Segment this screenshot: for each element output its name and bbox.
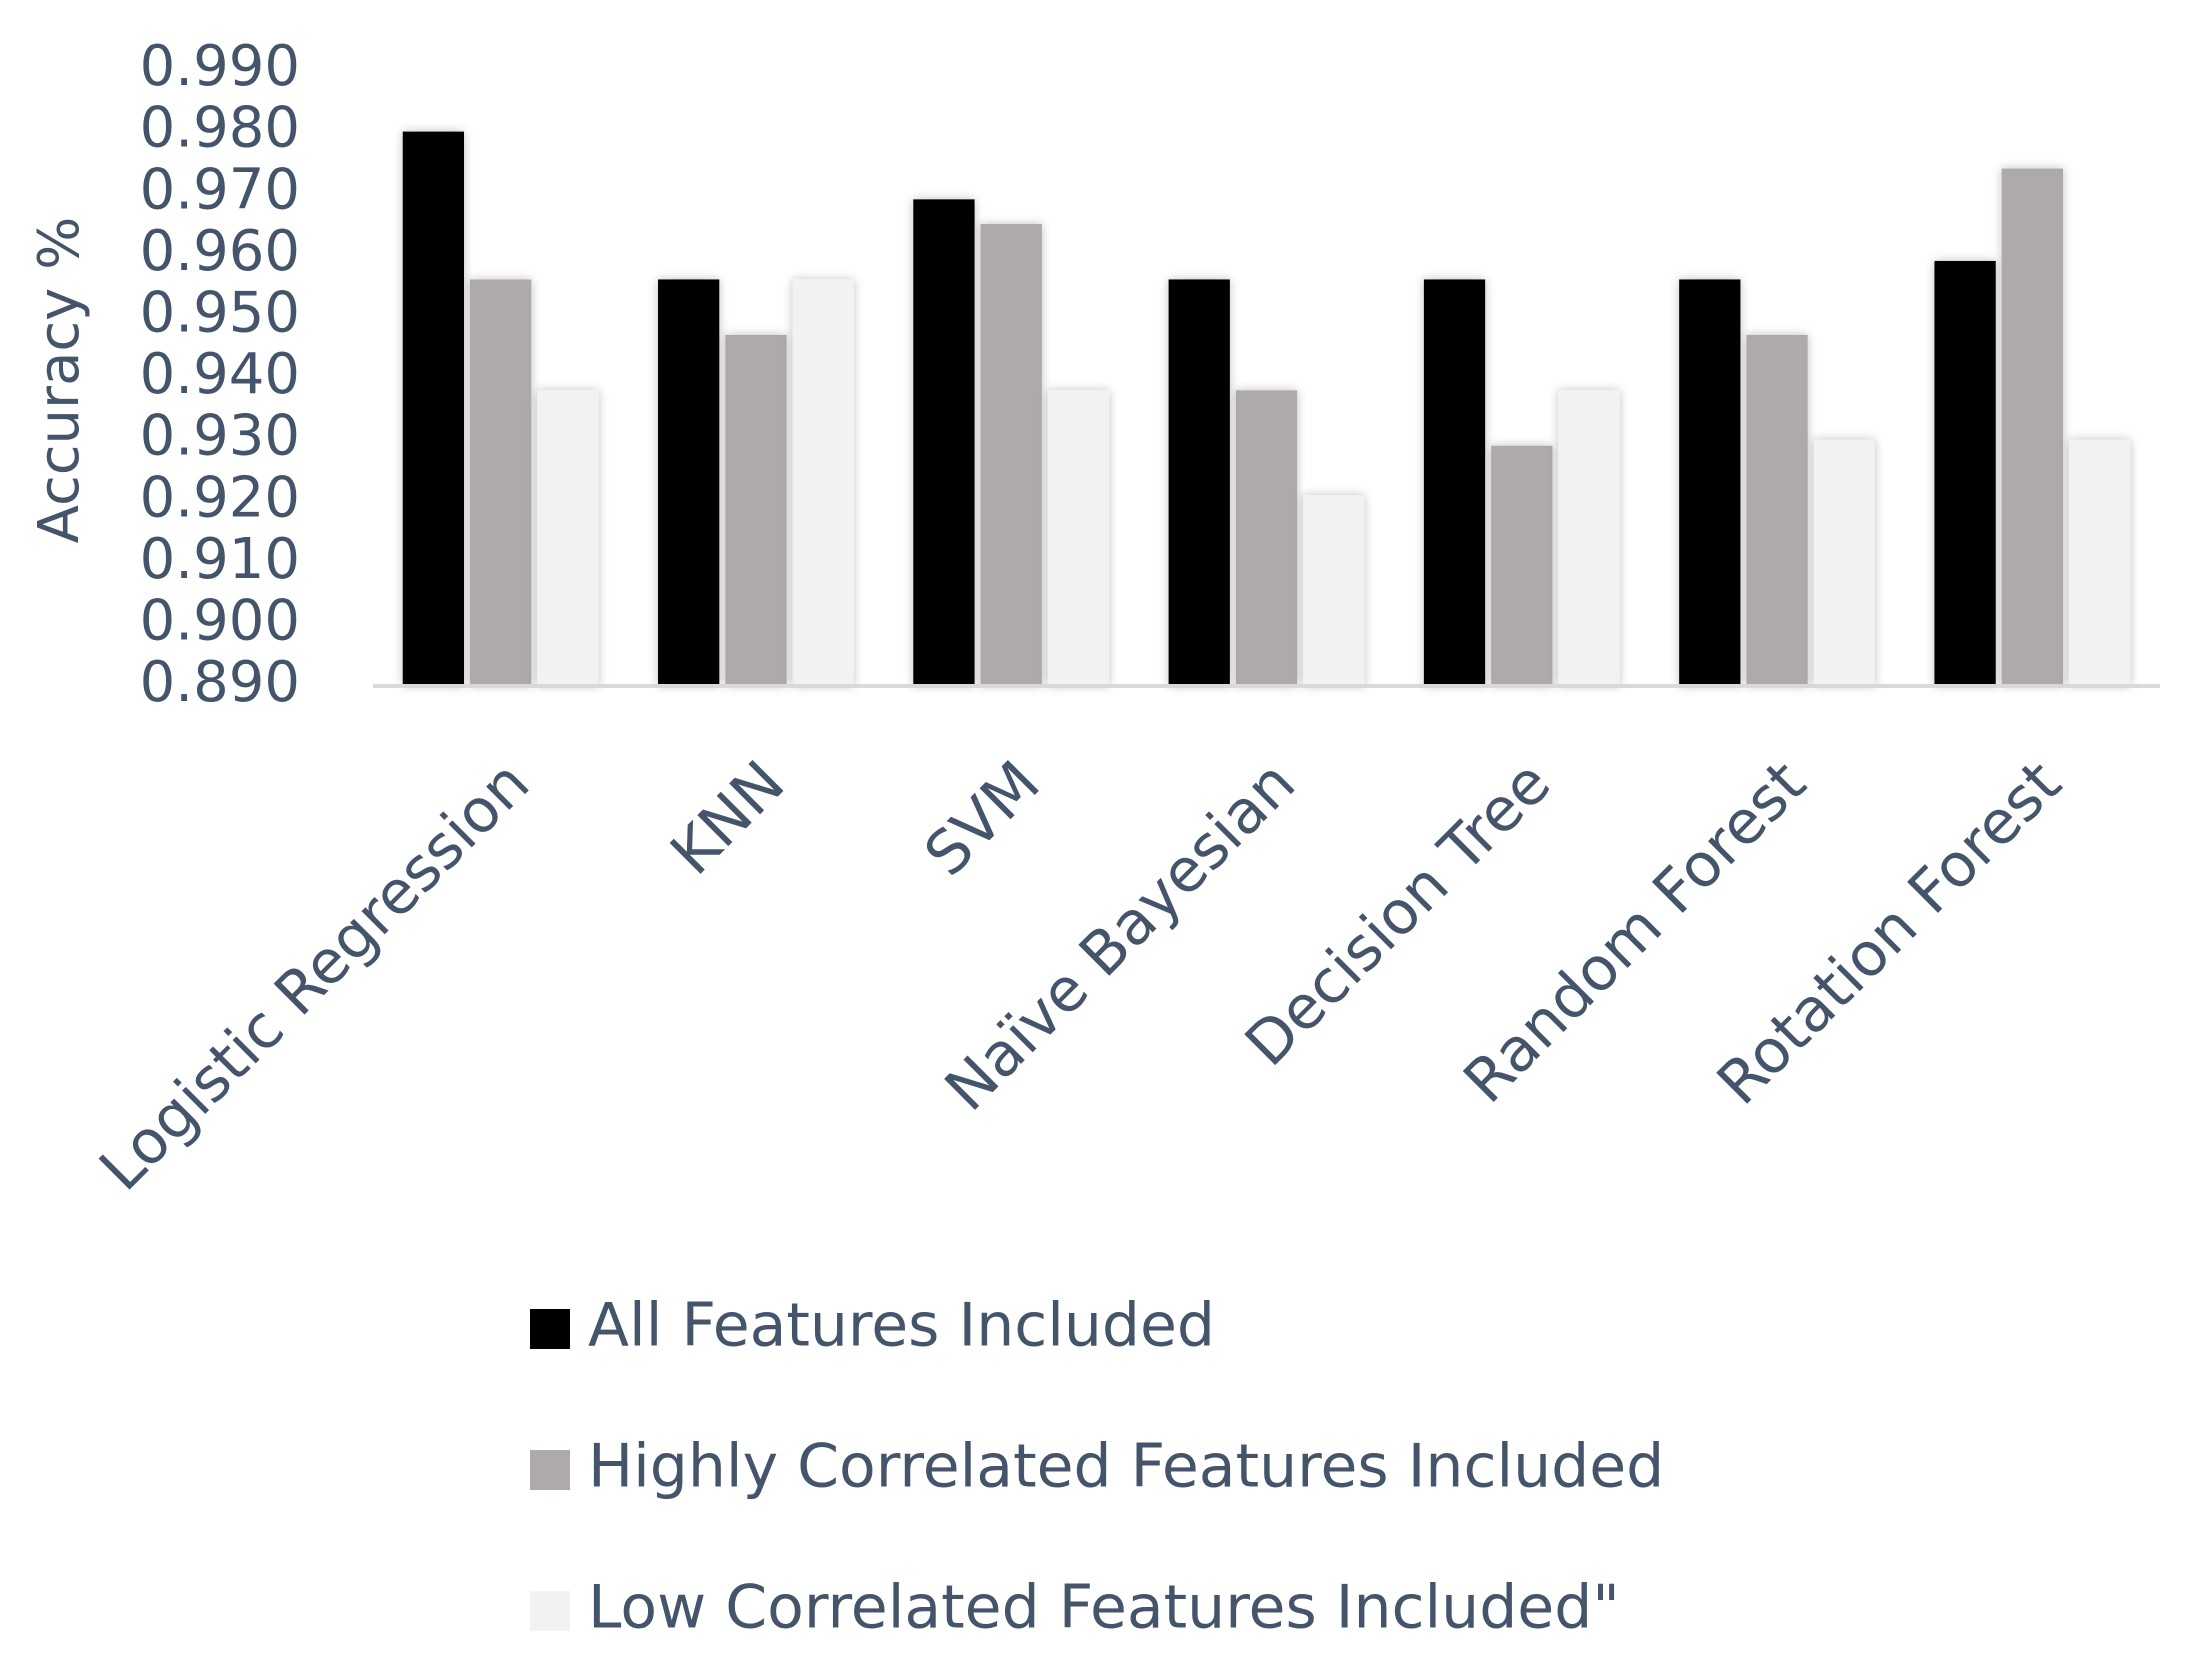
y-axis-label: Accuracy % [27,217,92,544]
x-tick-label: SVM [911,748,1053,890]
bar [1679,279,1741,686]
y-tick-label: 0.960 [140,219,300,284]
bar [725,334,787,686]
legend-swatch [530,1309,570,1349]
legend-swatch [530,1591,570,1631]
legend-swatch [530,1450,570,1490]
bar [537,390,599,686]
x-tick-label: Logistic Regression [87,748,543,1204]
legend-label: All Features Included [588,1291,1215,1361]
bar [658,279,720,686]
y-tick-label: 0.900 [140,589,300,654]
bar [402,131,465,687]
bar [792,279,854,686]
x-tick-label: KNN [657,748,798,889]
bar [470,279,532,686]
bar [2068,439,2131,686]
bar [980,224,1042,686]
y-tick-label: 0.950 [140,281,300,346]
bar [1303,495,1365,686]
bar [1491,445,1553,686]
y-tick-label: 0.890 [140,650,300,715]
bar [1934,260,1996,686]
bar [1746,334,1808,686]
bar [1423,279,1486,686]
legend-label: Low Correlated Features Included" [588,1573,1620,1643]
bar [2001,168,2063,686]
y-tick-label: 0.990 [140,34,300,99]
legend-label: Highly Correlated Features Included [588,1432,1664,1502]
bar [1813,439,1875,686]
y-tick-label: 0.940 [140,342,300,407]
bar [913,199,975,687]
bar [1235,390,1298,686]
bar [1168,279,1230,686]
y-tick-label: 0.980 [140,96,300,161]
y-tick-label: 0.910 [140,527,300,592]
bar [1047,390,1110,686]
y-tick-label: 0.920 [140,465,300,530]
bar [1558,390,1620,686]
y-tick-label: 0.970 [140,157,300,222]
y-tick-label: 0.930 [140,404,300,469]
